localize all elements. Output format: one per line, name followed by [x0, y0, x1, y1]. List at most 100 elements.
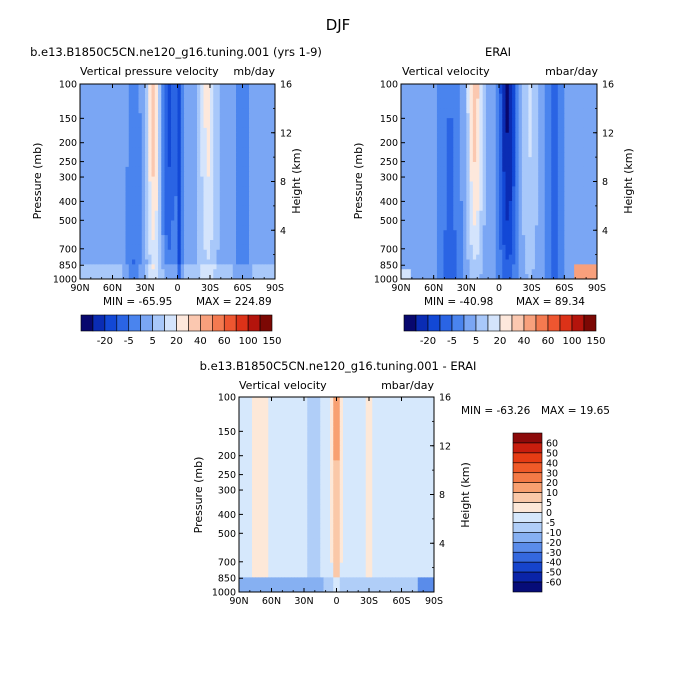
field-cell	[430, 108, 435, 114]
field-cell	[216, 210, 221, 217]
field-cell	[112, 137, 117, 144]
field-cell	[554, 137, 559, 144]
field-cell	[567, 137, 572, 144]
field-cell	[593, 205, 597, 212]
field-cell	[521, 137, 526, 144]
field-cell	[554, 84, 559, 90]
field-cell	[423, 123, 428, 129]
field-cell	[580, 147, 585, 153]
field-cell	[174, 249, 179, 256]
field-cell	[476, 98, 480, 105]
field-cell	[190, 162, 195, 168]
field-cell	[414, 113, 418, 119]
field-cell	[106, 191, 110, 197]
colorbar-swatch	[235, 314, 249, 332]
field-cell	[177, 176, 182, 183]
field-cell	[171, 196, 175, 202]
field-cell	[583, 254, 588, 261]
field-cell	[190, 244, 195, 251]
field-cell	[574, 201, 578, 207]
field-cell	[590, 274, 595, 279]
field-cell	[593, 123, 597, 129]
field-cell	[443, 98, 448, 105]
field-cell	[472, 162, 477, 168]
field-cell	[229, 176, 234, 183]
field-cell	[145, 230, 149, 236]
field-cell	[531, 210, 536, 217]
field-cell	[564, 240, 569, 246]
field-cell	[433, 142, 438, 148]
field-cell	[93, 88, 97, 95]
field-cell	[479, 98, 484, 105]
field-cell	[154, 162, 159, 168]
field-cell	[193, 259, 198, 265]
field-cell	[534, 103, 539, 109]
field-cell	[200, 269, 205, 275]
field-cell	[93, 210, 97, 217]
field-cell	[239, 259, 244, 265]
field-cell	[171, 108, 175, 114]
field-cell	[554, 186, 559, 192]
field-cell	[171, 215, 175, 222]
field-cell	[534, 274, 539, 279]
field-cell	[564, 162, 569, 168]
field-cell	[135, 259, 140, 265]
field-cell	[268, 132, 273, 139]
field-cell	[265, 235, 270, 241]
field-cell	[184, 191, 188, 197]
field-cell	[512, 249, 516, 256]
field-cell	[427, 205, 431, 212]
field-cell	[593, 157, 597, 163]
field-cell	[158, 269, 162, 275]
field-cell	[538, 230, 543, 236]
y-tick-label: 850	[59, 261, 77, 272]
field-cell	[443, 225, 448, 231]
field-cell	[430, 123, 435, 129]
field-cell	[551, 274, 556, 279]
field-cell	[102, 137, 107, 144]
field-cell	[93, 103, 97, 109]
field-cell	[453, 127, 458, 134]
field-cell	[99, 118, 104, 124]
field-cell	[148, 93, 153, 100]
field-cell	[161, 230, 166, 236]
field-cell	[427, 127, 431, 134]
field-cell	[229, 84, 234, 90]
field-cell	[492, 171, 497, 178]
field-cell	[83, 215, 88, 222]
field-cell	[229, 103, 234, 109]
field-cell	[265, 118, 270, 124]
field-cell	[138, 98, 143, 105]
field-cell	[518, 186, 523, 192]
field-cell	[226, 259, 231, 265]
field-cell	[463, 220, 467, 226]
field-cell	[154, 118, 159, 124]
field-cell	[249, 249, 253, 256]
field-cell	[167, 176, 172, 183]
field-cell	[210, 264, 214, 270]
field-cell	[187, 220, 192, 226]
field-cell	[223, 181, 227, 187]
field-cell	[538, 259, 543, 265]
field-cell	[258, 235, 263, 241]
field-cell	[206, 210, 211, 217]
field-cell	[502, 118, 507, 124]
field-cell	[557, 166, 562, 173]
field-cell	[145, 176, 149, 183]
field-cell	[479, 201, 484, 207]
field-cell	[252, 244, 257, 251]
field-cell	[417, 147, 422, 153]
field-cell	[450, 244, 454, 251]
field-cell	[459, 123, 464, 129]
field-cell	[219, 142, 224, 148]
field-cell	[433, 118, 438, 124]
field-cell	[479, 118, 484, 124]
field-cell	[505, 157, 510, 163]
field-cell	[492, 230, 497, 236]
field-cell	[564, 259, 569, 265]
field-cell	[180, 201, 185, 207]
field-cell	[401, 118, 405, 124]
field-cell	[495, 93, 500, 100]
field-cell	[265, 142, 270, 148]
field-cell	[135, 274, 140, 279]
